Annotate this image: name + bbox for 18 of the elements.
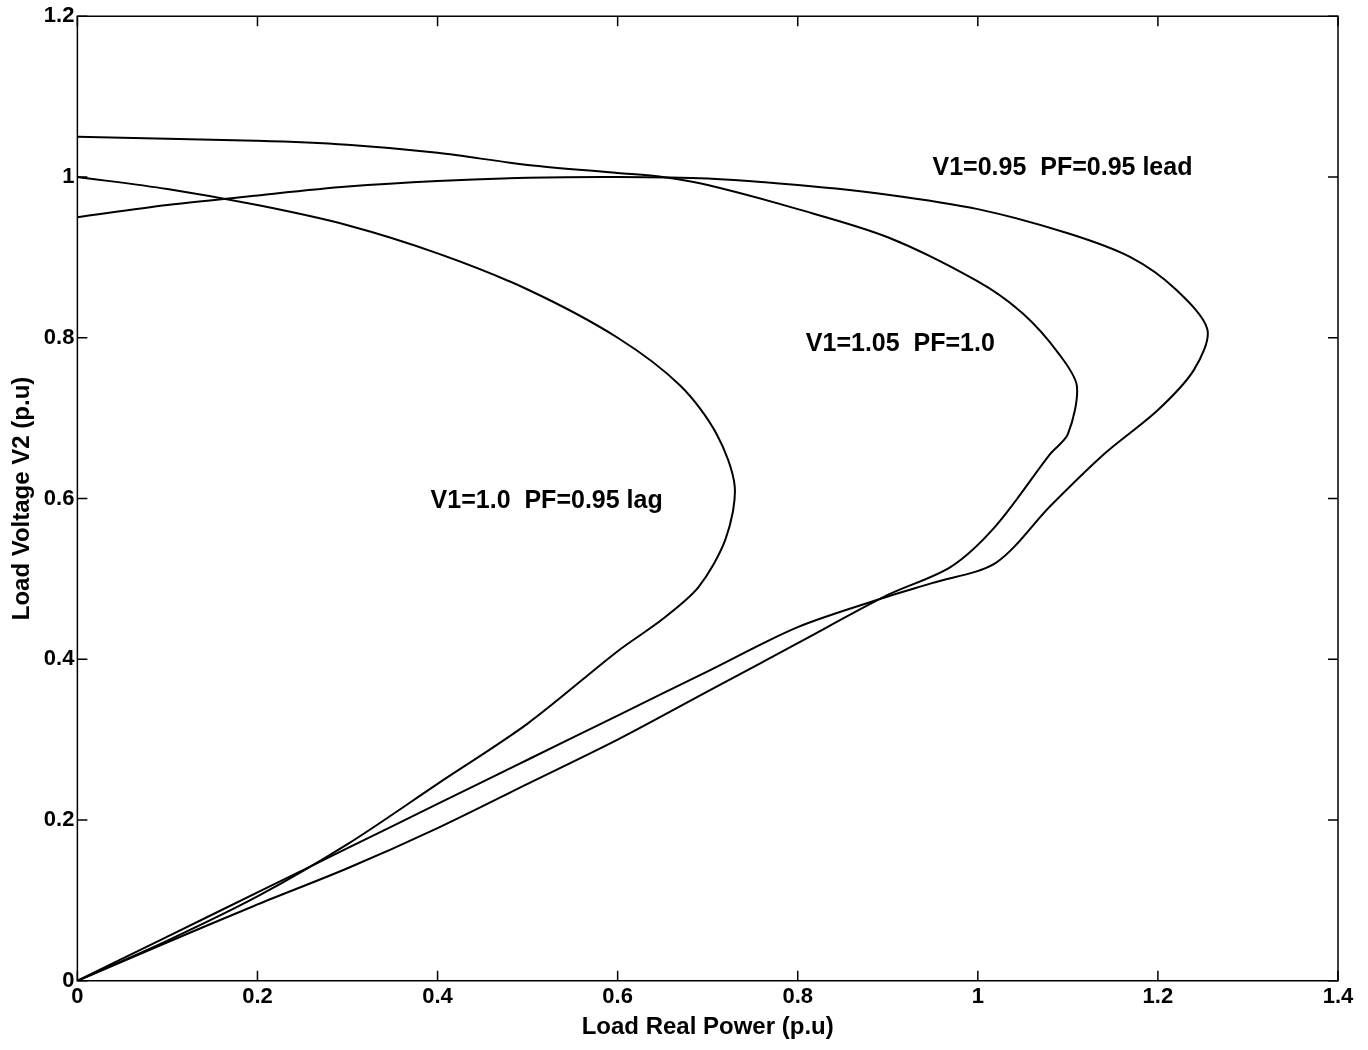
series-label: V1=1.05 PF=1.0 bbox=[805, 327, 995, 356]
x-tick-label: 0.4 bbox=[422, 983, 454, 1009]
y-tick-label: 1.2 bbox=[43, 2, 75, 28]
y-tick-label: 1 bbox=[62, 163, 75, 189]
y-tick-label: 0.2 bbox=[43, 806, 75, 832]
x-tick-label: 0.6 bbox=[602, 983, 633, 1009]
y-tick-label: 0.4 bbox=[43, 645, 76, 671]
y-tick-label: 0.6 bbox=[43, 484, 75, 510]
text: V1=1.0 PF=0.95 lag bbox=[430, 485, 663, 514]
y-tick-label: 0.8 bbox=[43, 323, 75, 349]
x-tick-label: 1.4 bbox=[1322, 983, 1355, 1009]
x-tick-label: 0.8 bbox=[782, 983, 814, 1009]
x-tick-label: 0.2 bbox=[242, 983, 273, 1009]
series-label: V1=0.95 PF=0.95 lead bbox=[932, 151, 1193, 180]
y-axis-title: Load Voltage V2 (p.u) bbox=[7, 376, 35, 621]
x-axis-title: Load Real Power (p.u) bbox=[581, 1012, 834, 1040]
x-tick-label: 1.2 bbox=[1142, 983, 1174, 1009]
x-tick-label: 1 bbox=[971, 983, 984, 1009]
